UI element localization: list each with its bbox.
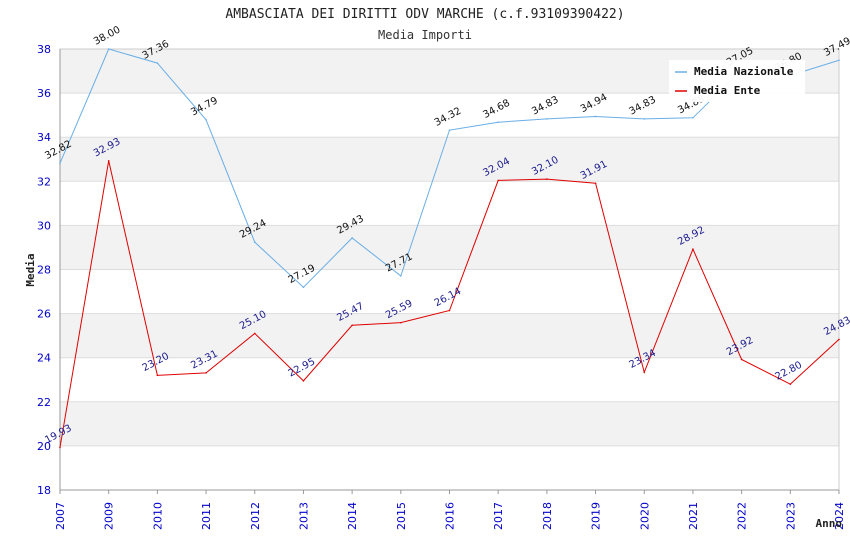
- legend: Media Nazionale Media Ente: [669, 60, 805, 102]
- y-tick-label: 36: [37, 87, 51, 100]
- y-axis-label: Media: [24, 253, 37, 286]
- data-point: [497, 121, 499, 124]
- data-point: [594, 115, 597, 118]
- data-label: 26.14: [433, 286, 463, 309]
- data-point: [692, 116, 694, 119]
- x-tick-label: 2010: [151, 502, 164, 530]
- data-point: [253, 241, 256, 243]
- data-label: 34.79: [189, 95, 219, 118]
- x-tick-label: 2007: [54, 502, 67, 530]
- data-point: [400, 321, 402, 324]
- data-label: 34.83: [627, 94, 657, 117]
- data-point: [156, 62, 159, 64]
- y-tick-label: 34: [37, 131, 51, 144]
- data-point: [497, 179, 499, 182]
- x-tick-label: 2013: [297, 502, 310, 530]
- data-label: 34.32: [433, 106, 463, 129]
- data-point: [546, 118, 548, 120]
- x-tick-label: 2015: [395, 502, 408, 530]
- x-tick-label: 2018: [541, 502, 554, 530]
- x-tick-label: 2017: [492, 502, 505, 530]
- data-point: [107, 48, 110, 50]
- x-tick-label: 2012: [249, 502, 262, 530]
- data-point: [59, 162, 61, 165]
- data-point: [302, 286, 305, 289]
- y-tick-label: 20: [37, 440, 51, 453]
- x-axis-label: Anno: [816, 517, 843, 530]
- data-label: 38.00: [92, 24, 122, 47]
- y-tick-label: 38: [37, 43, 51, 56]
- data-point: [448, 309, 451, 312]
- data-point: [448, 129, 451, 131]
- data-point: [302, 380, 305, 382]
- data-point: [594, 182, 597, 185]
- x-tick-label: 2024: [833, 502, 846, 530]
- y-tick-label: 32: [37, 175, 51, 188]
- y-tick-label: 26: [37, 308, 51, 321]
- x-tick-label: 2020: [638, 502, 651, 530]
- data-point: [205, 372, 207, 374]
- data-point: [156, 374, 159, 377]
- data-point: [351, 237, 353, 239]
- data-point: [205, 118, 207, 121]
- y-tick-label: 30: [37, 219, 51, 232]
- data-label: 34.94: [579, 92, 609, 115]
- x-tick-label: 2021: [687, 502, 700, 530]
- data-point: [740, 358, 743, 361]
- data-point: [692, 248, 694, 251]
- data-point: [400, 275, 402, 277]
- legend-background: [669, 60, 805, 102]
- legend-label-naz: Media Nazionale: [694, 65, 794, 78]
- x-tick-label: 2011: [200, 502, 213, 530]
- data-point: [643, 371, 646, 374]
- y-tick-label: 22: [37, 396, 51, 409]
- data-label: 22.95: [287, 356, 317, 379]
- data-point: [351, 324, 353, 327]
- data-point: [546, 178, 548, 180]
- legend-label-ente: Media Ente: [694, 84, 761, 97]
- grid-band: [60, 401, 839, 446]
- data-point: [838, 59, 840, 62]
- data-label: 34.68: [481, 98, 511, 121]
- y-tick-label: 24: [37, 352, 51, 365]
- x-tick-label: 2014: [346, 502, 359, 530]
- chart-title: AMBASCIATA DEI DIRITTI ODV MARCHE (c.f.9…: [225, 7, 624, 22]
- y-tick-label: 18: [37, 484, 51, 497]
- x-tick-label: 2023: [784, 502, 797, 530]
- grid-band: [60, 313, 839, 358]
- data-point: [643, 118, 646, 120]
- data-point: [253, 332, 256, 335]
- x-tick-label: 2022: [736, 502, 749, 530]
- data-label: 34.83: [530, 94, 560, 117]
- data-point: [789, 383, 792, 385]
- grid-band: [60, 225, 839, 270]
- x-tick-label: 2009: [103, 502, 116, 530]
- data-point: [59, 446, 61, 449]
- x-tick-label: 2019: [590, 502, 603, 530]
- y-tick-label: 28: [37, 264, 51, 277]
- data-point: [838, 338, 840, 341]
- grid-band: [60, 137, 839, 182]
- data-label: 22.80: [774, 360, 804, 383]
- chart-subtitle: Media Importi: [378, 28, 472, 42]
- data-point: [107, 159, 110, 162]
- x-tick-label: 2016: [444, 502, 457, 530]
